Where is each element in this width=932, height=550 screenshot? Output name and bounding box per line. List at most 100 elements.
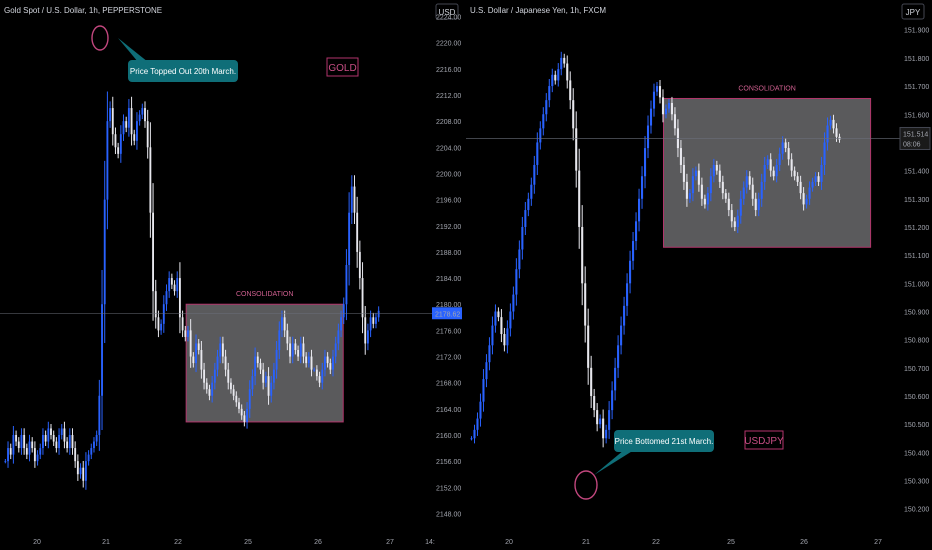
candle <box>536 142 539 165</box>
currency-button[interactable] <box>435 3 459 20</box>
candle <box>278 330 281 350</box>
candle <box>775 164 778 177</box>
candle <box>497 311 500 318</box>
candle <box>318 376 321 383</box>
candle <box>793 170 796 177</box>
candle <box>778 153 781 165</box>
candle <box>52 435 55 442</box>
candle <box>152 212 154 292</box>
gold-chart-panel[interactable]: Gold Spot / U.S. Dollar, 1h, PEPPERSTONE… <box>0 0 466 550</box>
y-tick-label: 2152.00 <box>436 485 461 492</box>
candle <box>299 343 302 357</box>
candle <box>366 330 369 344</box>
annotation-callout <box>128 60 238 82</box>
y-tick-label: 151.100 <box>904 253 929 260</box>
candle <box>47 428 50 442</box>
usdjpy-chart-svg[interactable]: U.S. Dollar / Japanese Yen, 1h, FXCM JPY 1… <box>466 0 932 550</box>
candle <box>313 369 316 371</box>
candle <box>575 128 578 171</box>
candle <box>748 176 751 185</box>
candle <box>772 170 775 177</box>
candle <box>781 142 784 154</box>
candle <box>101 304 103 396</box>
candle <box>168 278 171 292</box>
candle <box>637 198 641 222</box>
y-tick-label: 150.900 <box>904 309 929 316</box>
candle <box>66 441 69 449</box>
x-tick-label: 26 <box>800 539 808 546</box>
candle <box>232 389 235 396</box>
candle <box>264 376 267 383</box>
candle <box>488 345 491 363</box>
candle <box>350 186 353 213</box>
candle <box>74 448 77 462</box>
candle <box>211 382 214 396</box>
candle <box>310 356 313 370</box>
x-tick-label: 21 <box>582 539 590 546</box>
candle <box>256 356 259 364</box>
candle <box>240 408 243 416</box>
candle <box>491 325 494 346</box>
candle <box>709 176 712 194</box>
candle <box>178 278 181 318</box>
candle <box>162 304 165 324</box>
candle <box>157 317 160 331</box>
candle <box>15 435 18 442</box>
candle <box>356 212 359 252</box>
y-tick-label: 151.300 <box>904 197 929 204</box>
y-tick-label: 2220.00 <box>436 41 461 48</box>
candle <box>715 164 718 171</box>
candle <box>117 147 120 154</box>
candle <box>60 428 63 435</box>
annotation-text: Price Bottomed 21st March. <box>615 437 714 446</box>
candle <box>718 170 721 182</box>
candle <box>664 108 668 115</box>
candle <box>832 119 835 129</box>
y-tick-label: 2188.00 <box>436 250 461 257</box>
y-tick-label: 150.700 <box>904 366 929 373</box>
candle <box>736 215 739 227</box>
consolidation-zone <box>663 97 872 248</box>
candle <box>267 376 270 396</box>
candle <box>224 356 227 370</box>
candle <box>500 317 503 335</box>
candle <box>9 448 12 455</box>
candle <box>50 428 52 435</box>
chart-title: Gold Spot / U.S. Dollar, 1h, PEPPERSTONE <box>4 6 162 15</box>
candle <box>548 86 551 101</box>
y-tick-label: 2156.00 <box>436 459 461 466</box>
y-tick-label: 150.200 <box>904 507 929 514</box>
candle <box>805 198 808 205</box>
x-tick-label: 21 <box>102 539 110 546</box>
candle <box>787 148 790 160</box>
candle <box>829 119 832 126</box>
candle <box>213 369 216 383</box>
candle <box>259 363 262 370</box>
gold-chart-svg[interactable]: Gold Spot / U.S. Dollar, 1h, PEPPERSTONE… <box>0 0 466 550</box>
candle <box>195 343 197 364</box>
candle <box>248 389 251 409</box>
candle <box>87 454 90 462</box>
candle <box>661 97 665 115</box>
candle <box>691 176 694 194</box>
candle <box>340 317 342 331</box>
candle <box>539 128 542 143</box>
candle <box>262 369 265 383</box>
candle <box>494 311 497 326</box>
candle <box>291 343 294 357</box>
candle <box>197 343 200 350</box>
candle <box>518 249 521 270</box>
candle <box>685 181 688 199</box>
y-tick-label: 151.600 <box>904 112 929 119</box>
candle <box>68 435 71 449</box>
candle <box>289 343 291 357</box>
candle <box>337 330 340 344</box>
candle <box>25 448 28 455</box>
candle <box>569 80 572 101</box>
candle <box>342 304 345 318</box>
usdjpy-chart-panel[interactable]: U.S. Dollar / Japanese Yen, 1h, FXCM JPY 1… <box>466 0 932 550</box>
candle <box>515 269 518 295</box>
candle <box>246 408 248 422</box>
candle <box>739 198 742 216</box>
currency-button[interactable] <box>901 3 925 20</box>
